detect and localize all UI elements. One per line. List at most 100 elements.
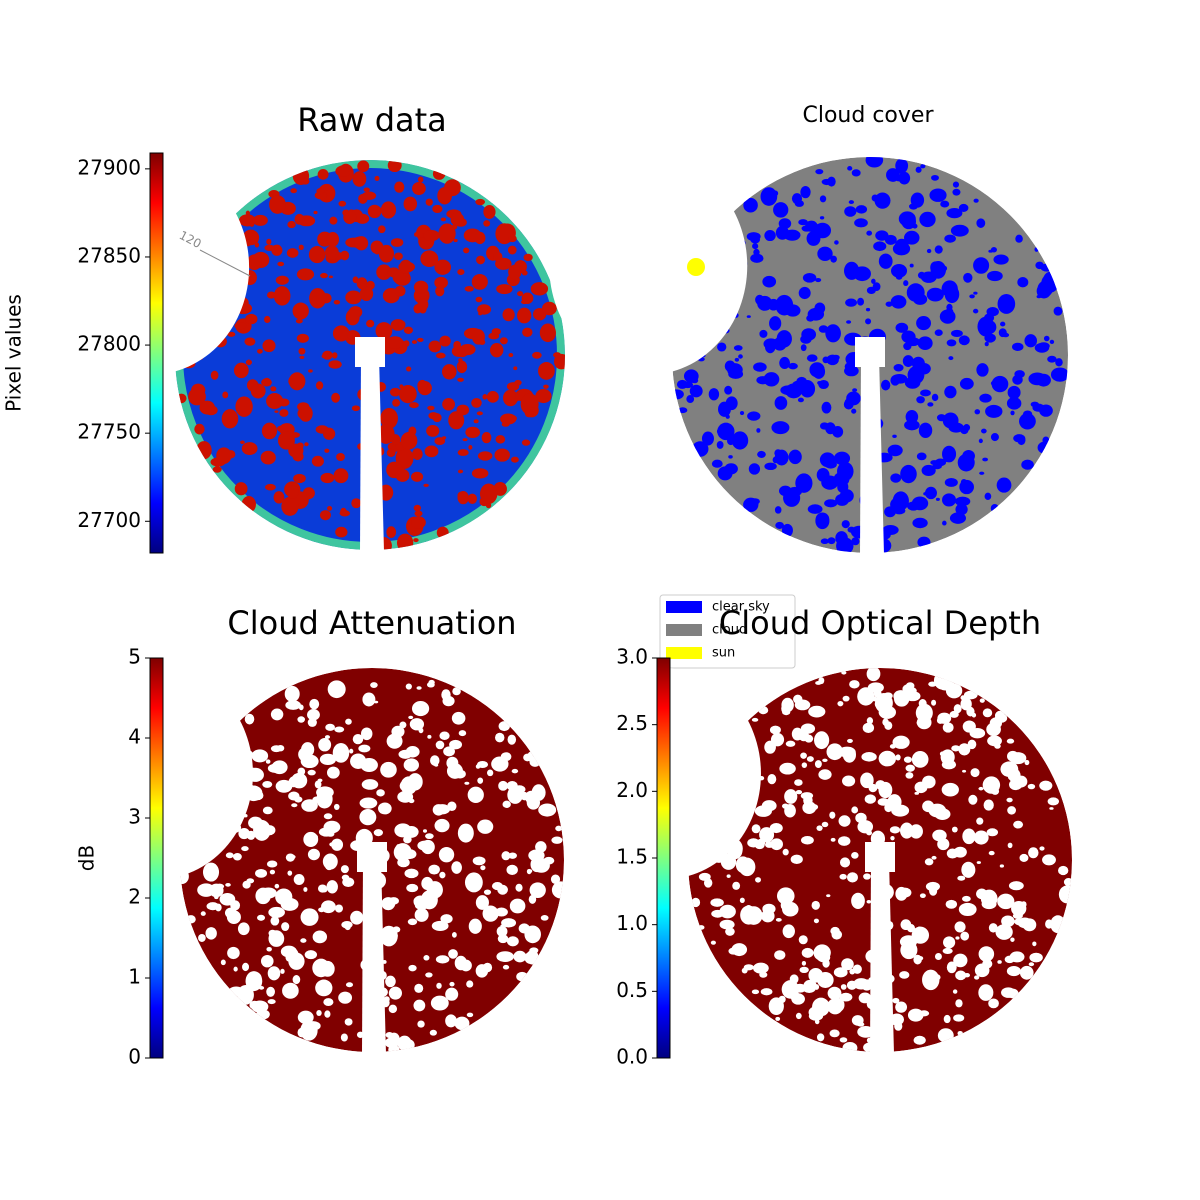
sky-blob [260, 954, 274, 968]
sky-blob [732, 881, 741, 890]
sky-blob [501, 918, 517, 928]
sky-blob [503, 389, 518, 407]
sky-blob [757, 295, 773, 311]
sky-blob [821, 475, 839, 490]
sky-blob [741, 967, 748, 974]
sky-blob [719, 919, 735, 930]
sky-blob [508, 353, 514, 358]
sky-blob [884, 798, 896, 807]
sky-blob [937, 712, 952, 724]
sky-blob [403, 326, 413, 334]
sky-blob [430, 755, 440, 766]
sky-blob [800, 752, 807, 759]
sky-blob [451, 711, 466, 725]
sky-blob [962, 828, 976, 845]
sky-blob [220, 959, 226, 966]
sky-blob [755, 877, 761, 883]
sky-blob [278, 398, 290, 407]
sky-blob [727, 363, 743, 377]
sky-blob [1019, 413, 1036, 430]
colorbar-tick-label: 1 [128, 965, 141, 989]
sky-blob [970, 768, 980, 778]
sky-blob [331, 352, 338, 359]
sky-blob [417, 298, 429, 311]
sky-blob [324, 735, 331, 739]
sky-blob [865, 318, 872, 325]
sky-blob [894, 174, 903, 182]
sky-blob [362, 692, 376, 707]
sky-blob [280, 897, 299, 911]
sky-blob [1058, 865, 1069, 876]
sky-blob [844, 365, 859, 377]
sky-blob [815, 168, 824, 175]
sky-blob [286, 248, 299, 258]
colorbar-tick-label: 3.0 [616, 645, 648, 669]
sky-blob [334, 904, 343, 913]
sky-blob [945, 308, 954, 316]
sky-blob [1028, 847, 1039, 859]
sky-blob [529, 757, 541, 767]
sky-blob [839, 857, 851, 868]
sky-blob [526, 868, 532, 875]
colorbar [149, 657, 164, 1059]
sky-blob [479, 898, 489, 908]
sky-blob [550, 874, 561, 885]
sky-blob [790, 854, 803, 865]
sky-blob [472, 856, 486, 866]
sky-blob [262, 780, 273, 788]
sky-blob [502, 800, 511, 808]
sky-blob [439, 871, 446, 879]
sky-blob [396, 533, 414, 550]
sky-blob [942, 520, 947, 526]
sky-blob [960, 426, 969, 435]
sky-blob [457, 491, 469, 505]
sky-blob [290, 188, 297, 194]
sky-blob [417, 1020, 425, 1028]
sky-blob [833, 967, 848, 978]
sky-blob [376, 264, 392, 280]
sky-blob [905, 682, 915, 690]
sky-blob [878, 253, 893, 269]
sky-blob [435, 285, 445, 297]
sky-blob [400, 431, 418, 450]
sky-blob [476, 256, 483, 262]
sky-blob [987, 802, 994, 807]
panel-title: Cloud Attenuation [227, 604, 516, 642]
sky-blob [482, 905, 499, 922]
sky-blob [889, 744, 896, 749]
sky-blob [417, 176, 424, 183]
sky-blob [711, 459, 723, 468]
sky-blob [390, 238, 404, 247]
sky-blob [795, 789, 803, 795]
sky-blob [934, 245, 943, 254]
sky-blob [746, 315, 751, 318]
sky-blob [403, 196, 418, 212]
sky-blob [1022, 918, 1037, 932]
sky-blob [389, 387, 401, 397]
sky-blob [334, 803, 340, 811]
sky-blob [395, 468, 410, 482]
sky-blob [273, 491, 285, 504]
sky-blob [266, 238, 272, 245]
sky-blob [895, 158, 909, 174]
sky-blob [976, 363, 989, 377]
colorbar-tick-label: 0.0 [616, 1045, 648, 1069]
sky-blob [486, 390, 499, 403]
sky-blob [821, 821, 829, 828]
sky-blob [961, 861, 976, 878]
sky-blob [900, 941, 918, 960]
sky-blob [785, 304, 801, 317]
sky-blob [253, 819, 271, 841]
sky-blob [829, 811, 836, 819]
sky-blob [475, 764, 481, 769]
sky-blob [434, 763, 439, 767]
sky-blob [476, 411, 483, 416]
sky-blob [477, 451, 493, 461]
sky-blob [315, 381, 324, 390]
sky-blob [753, 962, 769, 974]
sky-blob [873, 241, 887, 252]
sky-blob [890, 836, 895, 841]
sky-blob [691, 897, 701, 908]
sky-blob [788, 362, 798, 370]
